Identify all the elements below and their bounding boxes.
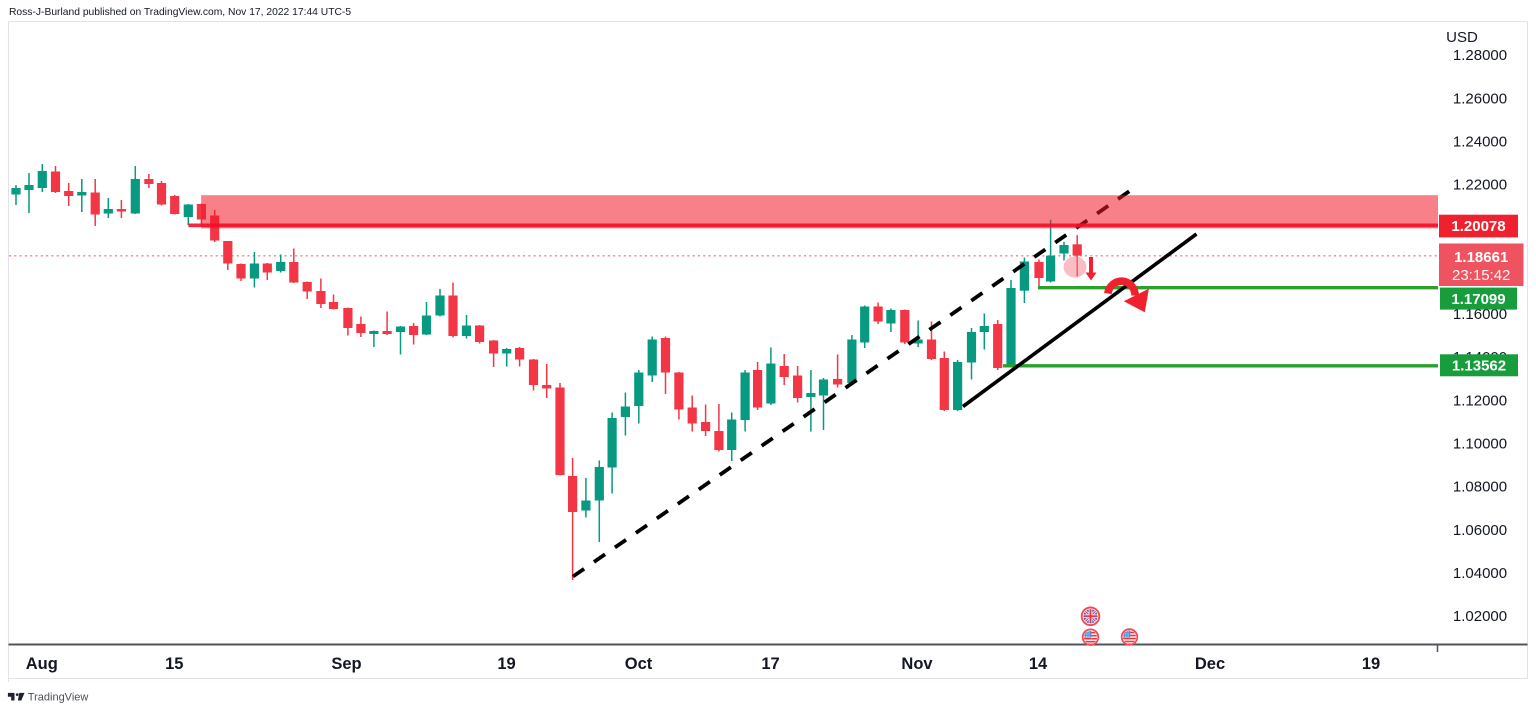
svg-text:1.17099: 1.17099: [1451, 291, 1505, 308]
svg-text:Sep: Sep: [331, 655, 361, 673]
svg-text:14: 14: [1029, 655, 1048, 673]
svg-text:Oct: Oct: [625, 655, 653, 673]
svg-text:15: 15: [165, 655, 183, 673]
svg-text:17: 17: [761, 655, 779, 673]
svg-text:1.04000: 1.04000: [1453, 565, 1507, 582]
svg-text:19: 19: [1362, 655, 1380, 673]
svg-text:1.10000: 1.10000: [1453, 436, 1507, 453]
svg-text:Dec: Dec: [1195, 655, 1225, 673]
svg-text:1.06000: 1.06000: [1453, 522, 1507, 539]
svg-text:1.22000: 1.22000: [1453, 177, 1507, 194]
svg-text:1.20078: 1.20078: [1451, 218, 1505, 235]
svg-text:1.02000: 1.02000: [1453, 608, 1507, 625]
svg-text:TradingView: TradingView: [28, 692, 89, 704]
svg-text:Nov: Nov: [901, 655, 933, 673]
svg-text:1.26000: 1.26000: [1453, 90, 1507, 107]
svg-text:1.13562: 1.13562: [1452, 358, 1506, 375]
svg-text:1.08000: 1.08000: [1453, 479, 1507, 496]
svg-text:19: 19: [497, 655, 515, 673]
svg-text:Ross-J-Burland published on Tr: Ross-J-Burland published on TradingView.…: [9, 7, 351, 18]
svg-text:Aug: Aug: [26, 655, 58, 673]
svg-text:USD: USD: [1446, 29, 1478, 46]
svg-text:23:15:42: 23:15:42: [1452, 267, 1510, 284]
svg-text:1.12000: 1.12000: [1453, 392, 1507, 409]
svg-text:1.28000: 1.28000: [1453, 47, 1507, 64]
svg-text:1.24000: 1.24000: [1453, 134, 1507, 151]
svg-text:1.16000: 1.16000: [1453, 306, 1507, 323]
svg-text:1.18661: 1.18661: [1454, 249, 1508, 266]
